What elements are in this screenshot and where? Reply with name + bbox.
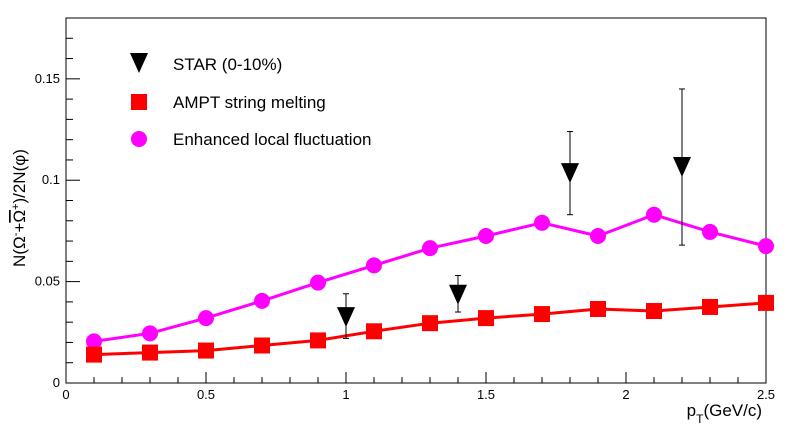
data-point: [142, 325, 158, 342]
y-tick-label: 0.15: [35, 71, 60, 86]
legend: STAR (0-10%) AMPT string melting Enhanced …: [130, 53, 371, 149]
data-point: [86, 333, 102, 350]
data-point: [590, 300, 606, 317]
data-point: [422, 315, 438, 332]
x-axis: 0 0.5 1 1.5 2 2.5: [62, 372, 775, 402]
legend-marker-triangle-down: [130, 53, 148, 73]
data-point: [646, 303, 662, 320]
series-triangle-down: [337, 88, 691, 339]
y-axis-title: N(Ω-+Ω+)/2N(φ): [10, 149, 29, 267]
data-point: [337, 307, 355, 328]
data-point: [310, 332, 326, 349]
data-point: [198, 310, 214, 327]
x-tick-label: 0: [62, 387, 69, 402]
data-point: [702, 298, 718, 315]
data-point: [534, 214, 550, 231]
data-point: [673, 157, 691, 178]
y-tick-label: 0.1: [42, 172, 60, 187]
y-tick-label: 0: [53, 375, 60, 390]
legend-label: AMPT string melting: [173, 93, 326, 112]
data-point: [422, 240, 438, 257]
data-point: [198, 342, 214, 359]
data-point: [702, 223, 718, 240]
data-point: [366, 257, 382, 274]
data-point: [590, 227, 606, 244]
data-point: [478, 227, 494, 244]
data-point: [561, 163, 579, 184]
x-axis-title: pT(GeV/c): [687, 401, 762, 426]
data-point: [758, 238, 774, 255]
data-point: [310, 274, 326, 291]
data-point: [534, 306, 550, 323]
data-point: [366, 323, 382, 340]
legend-label: Enhanced local fluctuation: [173, 130, 371, 149]
x-tick-label: 2: [622, 387, 629, 402]
legend-label: STAR (0-10%): [173, 55, 282, 74]
data-point: [758, 294, 774, 311]
x-tick-label: 1: [342, 387, 349, 402]
x-tick-label: 1.5: [477, 387, 495, 402]
series-circle: [86, 206, 774, 350]
data-point: [449, 284, 467, 305]
legend-marker-square: [131, 94, 147, 110]
y-tick-label: 0.05: [35, 274, 60, 289]
data-point: [254, 337, 270, 354]
series-square: [86, 294, 774, 363]
y-axis: 0 0.05 0.1 0.15: [35, 17, 80, 390]
data-point: [142, 344, 158, 361]
data-point: [254, 292, 270, 309]
data-point: [86, 346, 102, 363]
x-tick-label: 2.5: [757, 387, 775, 402]
legend-marker-circle: [131, 131, 147, 147]
y-axis-title-group: N(Ω-+Ω+)/2N(φ): [10, 149, 29, 267]
x-tick-label: 0.5: [197, 387, 215, 402]
series-layer: [86, 88, 774, 363]
data-point: [646, 206, 662, 223]
data-point: [478, 310, 494, 327]
